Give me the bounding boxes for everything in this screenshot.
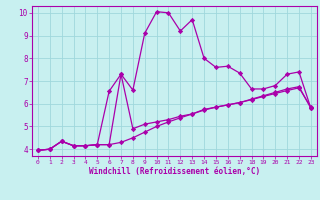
X-axis label: Windchill (Refroidissement éolien,°C): Windchill (Refroidissement éolien,°C) (89, 167, 260, 176)
